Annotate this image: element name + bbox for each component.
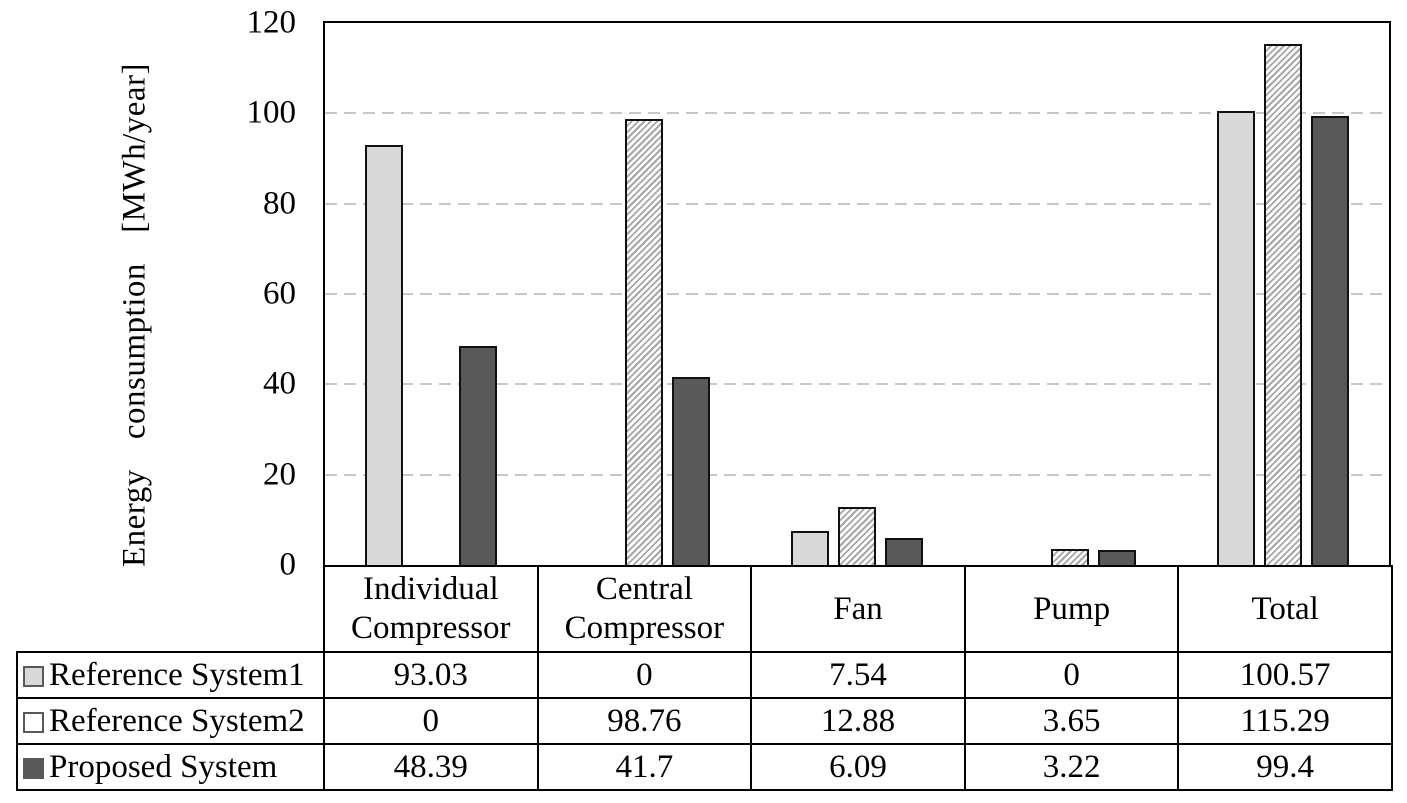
y-tick-label-120: 120 [246,4,297,41]
series-row-reference-system2: Reference System2 0 98.76 12.88 3.65 115.29 [16,697,1393,745]
value-reference-system2-total: 115.29 [1177,697,1393,745]
bar-reference-system2-pump [1050,548,1089,565]
value-reference-system2-pump: 3.65 [963,697,1180,745]
legend-swatch-proposed-system-icon [23,757,44,779]
gridline-80 [325,202,1389,205]
series-row-proposed-system: Proposed System 48.39 41.7 6.09 3.22 99.4 [16,743,1393,791]
bar-reference-system1-total [1216,110,1255,565]
legend-swatch-reference-system1-icon [23,665,44,687]
value-proposed-system-pump: 3.22 [963,743,1180,791]
bar-reference-system1-fan [791,530,829,565]
value-reference-system1-fan: 7.54 [750,651,966,699]
category-header-central-compressor: Central Compressor [536,565,753,653]
legend-swatch-reference-system2-icon [23,711,44,733]
value-proposed-system-total: 99.4 [1177,743,1393,791]
category-header-pump: Pump [963,565,1180,653]
legend-cell-reference-system2: Reference System2 [16,697,325,745]
category-header-total: Total [1177,565,1393,653]
plot-area [323,21,1391,567]
bar-proposed-system-central-compressor [672,376,711,565]
y-tick-label-60: 60 [263,275,296,312]
value-reference-system2-fan: 12.88 [750,697,966,745]
bar-reference-system2-total [1263,44,1302,565]
bar-proposed-system-total [1310,116,1349,565]
gridline-60 [325,293,1389,295]
gridline-20 [325,473,1389,476]
value-reference-system2-individual-compressor: 0 [323,697,539,745]
category-header-individual-compressor: Individual Compressor [323,565,539,653]
gridline-40 [325,383,1389,386]
bar-reference-system2-fan [838,506,876,565]
legend-label-reference-system2: Reference System2 [49,702,305,739]
y-tick-label-0: 0 [279,546,297,583]
value-proposed-system-fan: 6.09 [750,743,966,791]
category-header-row: Individual Compressor Central Compressor F… [17,565,1393,653]
y-tick-label-100: 100 [246,94,297,131]
bar-proposed-system-fan [885,537,923,565]
bar-proposed-system-individual-compressor [459,346,498,565]
gridline-100 [325,112,1389,115]
bar-reference-system1-individual-compressor [365,144,404,565]
legend-label-reference-system1: Reference System1 [49,656,305,693]
legend-cell-proposed-system: Proposed System [16,743,325,791]
y-tick-label-80: 80 [263,185,296,222]
category-header-fan: Fan [750,565,966,653]
y-axis-title: Energy consumption [MWh/year] [116,62,153,568]
value-reference-system1-central-compressor: 0 [536,651,753,699]
value-proposed-system-individual-compressor: 48.39 [323,743,539,791]
series-row-reference-system1: Reference System1 93.03 0 7.54 0 100.57 [16,651,1393,699]
value-reference-system1-total: 100.57 [1177,651,1393,699]
table-corner-cell [17,566,324,652]
bar-reference-system2-central-compressor [625,118,664,565]
legend-label-proposed-system: Proposed System [49,748,278,785]
bar-proposed-system-pump [1097,550,1136,565]
y-tick-label-40: 40 [263,365,296,402]
y-tick-label-20: 20 [263,456,296,493]
value-reference-system2-central-compressor: 98.76 [536,697,753,745]
legend-cell-reference-system1: Reference System1 [16,651,325,699]
data-table: Individual Compressor Central Compressor F… [16,565,1393,791]
value-reference-system1-pump: 0 [963,651,1180,699]
value-reference-system1-individual-compressor: 93.03 [323,651,539,699]
value-proposed-system-central-compressor: 41.7 [536,743,753,791]
